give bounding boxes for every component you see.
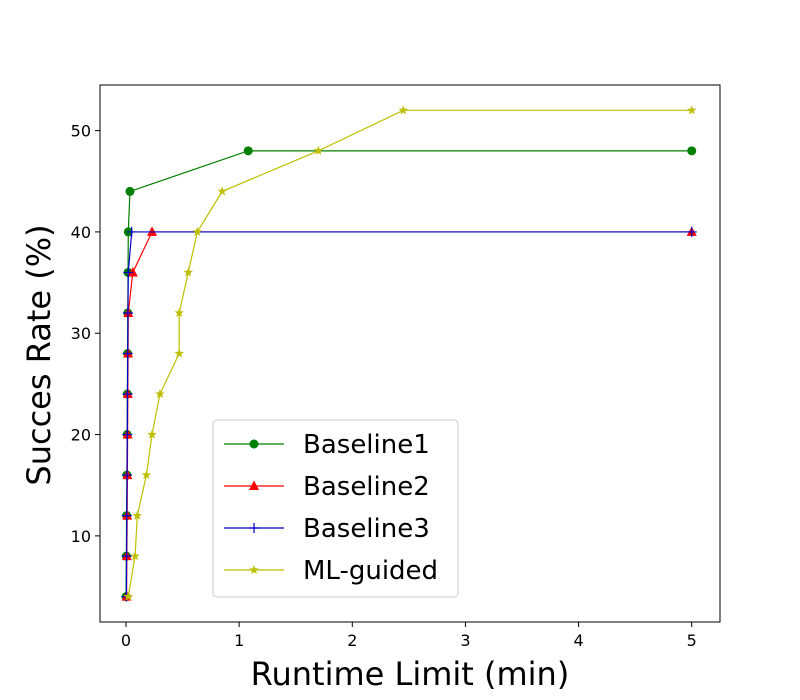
legend-marker-2 (249, 480, 259, 490)
legend-entry-4: ML-guided (224, 556, 438, 586)
series-3 (121, 226, 697, 602)
y-tick-label-3: 30 (71, 324, 91, 343)
legend-entry-2: Baseline2 (224, 472, 430, 502)
data-point-4-3 (132, 510, 143, 520)
plot-area (121, 105, 697, 602)
data-point-4-1 (123, 591, 134, 601)
legend-entry-1: Baseline1 (224, 430, 430, 460)
x-tick-label-5: 4 (573, 631, 583, 650)
data-point-4-5 (147, 429, 157, 439)
legend-box (212, 419, 459, 598)
data-point-1-13 (687, 146, 697, 156)
data-point-4-14 (686, 105, 697, 115)
legend-label-1: Baseline1 (303, 430, 430, 460)
data-point-3-6 (122, 389, 133, 400)
data-point-4-13 (398, 105, 408, 115)
data-point-3-8 (122, 307, 133, 318)
legend: Baseline1 Baseline2 Baseline3 ML-guided (212, 419, 459, 598)
data-point-4-11 (217, 186, 227, 196)
x-tick-label-6: 5 (687, 631, 697, 650)
legend-marker-3 (249, 523, 259, 533)
y-tick-label-2: 20 (71, 426, 91, 445)
data-point-3-5 (122, 429, 133, 440)
x-tick-label-4: 3 (460, 631, 470, 650)
data-point-4-7 (174, 348, 184, 358)
x-tick-label-1: 0 (121, 631, 131, 650)
x-axis-title: Runtime Limit (min) (251, 655, 570, 693)
data-point-4-9 (183, 267, 193, 277)
plot-frame (99, 84, 721, 623)
legend-marker-1 (249, 439, 259, 449)
y-axis-title: Succes Rate (%) (20, 224, 58, 485)
data-point-4-6 (155, 389, 165, 399)
data-point-3-10 (126, 226, 137, 237)
y-tick-label-4: 40 (71, 223, 91, 242)
x-tick-label-3: 2 (347, 631, 357, 650)
legend-label-3: Baseline3 (303, 514, 430, 544)
data-point-3-7 (122, 348, 133, 359)
axes: 0 1 2 3 4 5 10 20 30 40 50 (71, 84, 721, 650)
data-point-4-2 (130, 551, 140, 561)
legend-label-4: ML-guided (303, 556, 438, 586)
data-point-4-8 (174, 307, 184, 318)
data-point-4-12 (313, 145, 324, 155)
data-point-3-11 (686, 226, 697, 237)
data-point-2-10 (147, 226, 158, 236)
data-point-1-11 (125, 186, 135, 196)
y-tick-label-1: 10 (71, 527, 91, 546)
data-point-4-10 (192, 226, 203, 236)
x-tick-label-2: 1 (234, 631, 244, 650)
data-point-3-9 (123, 267, 134, 278)
legend-marker-4 (249, 565, 259, 575)
data-point-3-4 (122, 470, 133, 481)
data-point-4-4 (141, 470, 152, 480)
y-tick-label-5: 50 (71, 122, 91, 141)
legend-entry-3: Baseline3 (224, 514, 430, 544)
series-line-4 (127, 109, 692, 597)
series-4 (123, 105, 697, 601)
data-point-1-12 (243, 146, 253, 156)
data-point-3-2 (121, 551, 132, 562)
legend-label-2: Baseline2 (303, 472, 430, 502)
data-point-2-9 (127, 266, 138, 277)
data-point-3-3 (121, 510, 132, 521)
